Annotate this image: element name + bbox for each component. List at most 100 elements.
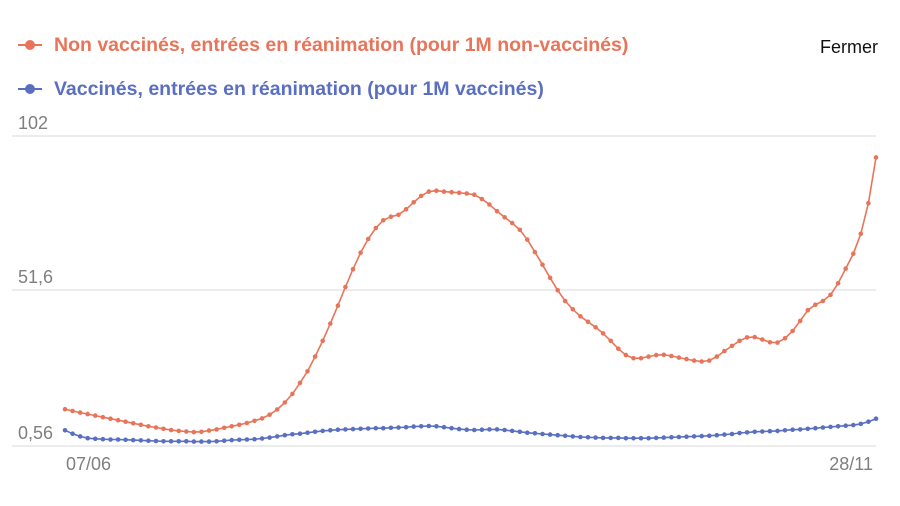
data-point: [168, 439, 174, 444]
data-point: [585, 319, 591, 325]
data-point: [616, 435, 621, 441]
data-point: [722, 432, 727, 437]
data-point: [100, 436, 106, 442]
data-point: [835, 281, 841, 286]
data-point: [714, 432, 720, 438]
data-point: [525, 237, 530, 242]
data-point: [434, 424, 439, 429]
data-point: [335, 427, 341, 433]
data-point: [191, 439, 197, 444]
data-point: [426, 423, 432, 429]
data-point: [540, 262, 545, 268]
series-line-0: [64, 157, 877, 433]
data-point: [858, 421, 864, 427]
data-point: [411, 200, 417, 205]
data-point: [252, 418, 257, 424]
data-point: [828, 424, 833, 430]
data-point: [176, 428, 181, 434]
data-point: [237, 422, 242, 428]
data-point: [585, 435, 591, 440]
data-point: [305, 369, 310, 374]
data-point: [244, 420, 250, 426]
y-tick-label: 102: [18, 113, 48, 133]
data-point: [790, 328, 795, 334]
data-point: [797, 427, 803, 432]
data-point: [502, 427, 507, 433]
data-point: [684, 434, 689, 440]
data-point: [85, 435, 90, 441]
data-point: [297, 431, 303, 437]
data-point: [487, 427, 492, 432]
data-point: [707, 433, 712, 439]
data-point: [676, 355, 682, 360]
data-point: [403, 207, 409, 212]
data-point: [381, 218, 386, 223]
data-point: [517, 227, 523, 233]
legend-dot-unvaccinated: [25, 40, 35, 50]
legend-item-vaccinated[interactable]: Vaccinés, entrées en réanimation (pour 1…: [18, 74, 778, 104]
data-point: [479, 196, 485, 202]
data-point: [729, 431, 735, 437]
data-point: [70, 431, 75, 437]
data-point: [540, 431, 545, 437]
data-point: [479, 427, 485, 433]
x-tick-label: 07/06: [66, 454, 111, 474]
data-point: [562, 433, 568, 439]
data-point: [85, 411, 90, 417]
data-point: [274, 407, 280, 412]
data-point: [646, 435, 651, 441]
data-point: [828, 292, 833, 298]
data-point: [123, 437, 128, 443]
data-point: [578, 314, 583, 319]
data-point: [358, 426, 363, 432]
data-point: [600, 435, 606, 441]
data-point: [130, 421, 136, 426]
data-point: [214, 439, 219, 444]
data-point: [669, 435, 674, 440]
data-point: [851, 251, 856, 256]
data-point: [616, 346, 621, 352]
data-point: [426, 189, 432, 194]
data-point: [176, 439, 181, 444]
data-point: [108, 437, 113, 442]
data-point: [411, 424, 417, 429]
legend-label-vaccinated: Vaccinés, entrées en réanimation (pour 1…: [54, 77, 544, 100]
data-point: [760, 337, 765, 342]
data-point: [661, 435, 667, 440]
data-point: [775, 340, 780, 345]
data-point: [578, 434, 583, 440]
data-point: [790, 427, 795, 433]
data-point: [608, 338, 613, 344]
data-point: [77, 410, 83, 415]
data-point: [381, 425, 386, 431]
data-point: [767, 340, 773, 345]
data-point: [509, 220, 515, 226]
data-point: [343, 427, 348, 432]
data-point: [562, 298, 568, 304]
data-point: [638, 435, 644, 441]
data-point: [434, 188, 439, 193]
data-point: [866, 200, 871, 206]
legend-item-unvaccinated[interactable]: Non vaccinés, entrées en réanimation (po…: [18, 30, 778, 60]
data-point: [441, 424, 447, 430]
data-point: [274, 434, 280, 439]
legend-label-unvaccinated: Non vaccinés, entrées en réanimation (po…: [54, 33, 629, 56]
data-point: [593, 435, 598, 440]
data-point: [699, 359, 704, 364]
data-point: [472, 427, 477, 433]
data-point: [843, 423, 848, 429]
data-point: [229, 437, 234, 443]
data-point: [851, 422, 856, 428]
data-point: [707, 358, 712, 363]
data-point: [100, 414, 106, 420]
close-button[interactable]: Fermer: [820, 37, 878, 57]
data-point: [267, 435, 272, 440]
data-point: [532, 431, 538, 436]
data-point: [93, 436, 98, 442]
data-point: [525, 430, 530, 436]
data-point: [259, 416, 265, 421]
data-point: [146, 424, 151, 429]
data-point: [282, 432, 288, 438]
data-point: [290, 432, 295, 437]
